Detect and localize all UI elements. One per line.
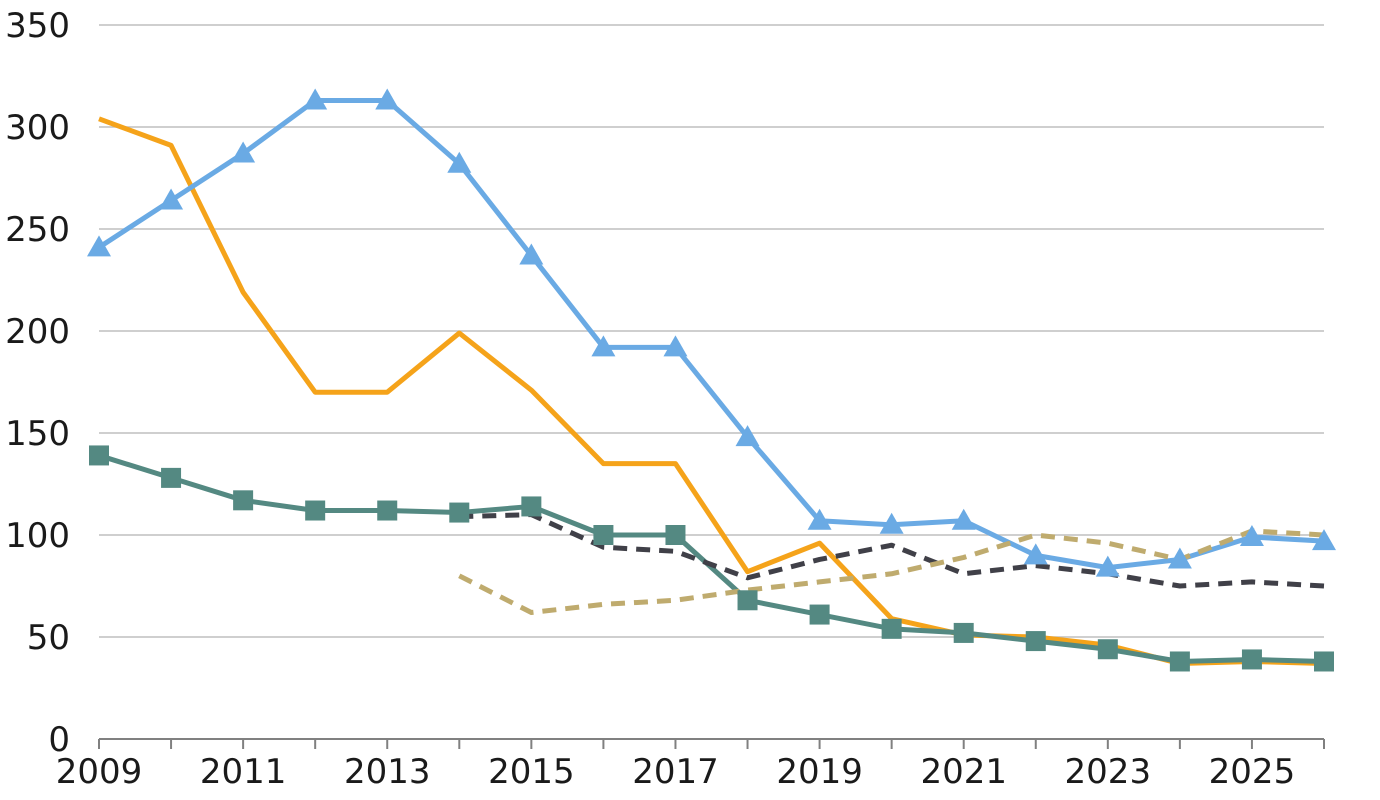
series-3-point-2010 bbox=[161, 467, 182, 488]
series-2-point-2024 bbox=[1167, 547, 1192, 569]
x-tick-label-2021: 2021 bbox=[920, 752, 1007, 792]
series-3-point-2018 bbox=[737, 590, 758, 611]
series-2-point-2017 bbox=[663, 335, 688, 357]
series-3-point-2026 bbox=[1314, 651, 1334, 672]
series-3-point-2012 bbox=[305, 500, 326, 521]
y-tick-label-100: 100 bbox=[5, 516, 70, 556]
series-3-point-2023 bbox=[1097, 639, 1118, 660]
x-tick-label-2009: 2009 bbox=[56, 752, 143, 792]
series-3-point-2017 bbox=[665, 525, 686, 545]
y-tick-label-250: 250 bbox=[5, 210, 70, 250]
y-tick-label-200: 200 bbox=[5, 312, 70, 352]
series-2-point-2012 bbox=[303, 88, 328, 110]
series-2-point-2016 bbox=[591, 335, 616, 357]
series-group bbox=[97, 97, 1325, 667]
series-3-point-2024 bbox=[1169, 651, 1190, 672]
series-3-point-2020 bbox=[881, 618, 902, 639]
series-3-point-2009 bbox=[89, 445, 109, 466]
series-2-point-2023 bbox=[1095, 555, 1120, 577]
gridlines bbox=[99, 24, 1324, 638]
y-tick-label-300: 300 bbox=[5, 108, 70, 148]
y-tick-label-0: 0 bbox=[48, 720, 70, 760]
series-3-point-2014 bbox=[449, 502, 470, 523]
axes bbox=[98, 738, 1325, 749]
series-2-point-2013 bbox=[375, 88, 400, 110]
series-3-point-2021 bbox=[953, 622, 974, 643]
series-3-point-2011 bbox=[233, 490, 254, 511]
y-tick-label-150: 150 bbox=[5, 414, 70, 454]
y-tick-label-350: 350 bbox=[5, 6, 70, 46]
series-1-line bbox=[98, 116, 1325, 667]
series-2-point-2015 bbox=[519, 243, 544, 265]
series-2-point-2011 bbox=[231, 141, 256, 163]
series-2-point-2009 bbox=[87, 235, 111, 257]
x-tick-label-2019: 2019 bbox=[776, 752, 863, 792]
series-2-point-2025 bbox=[1239, 525, 1264, 547]
series-3-point-2013 bbox=[377, 500, 398, 521]
series-4-line bbox=[459, 512, 1325, 589]
x-tick-label-2023: 2023 bbox=[1065, 752, 1152, 792]
series-3-point-2016 bbox=[593, 525, 614, 545]
x-tick-label-2025: 2025 bbox=[1209, 752, 1296, 792]
series-2-line bbox=[97, 97, 1325, 571]
series-3-line bbox=[98, 453, 1325, 664]
series-2-point-2010 bbox=[159, 188, 184, 210]
x-tick-label-2013: 2013 bbox=[344, 752, 431, 792]
series-2-point-2026 bbox=[1312, 529, 1336, 551]
series-3-point-2019 bbox=[809, 604, 830, 625]
series-2-point-2020 bbox=[879, 512, 904, 534]
series-2-point-2022 bbox=[1023, 543, 1048, 565]
tick-labels: 0 50 100 150 200 250 300 350 2009 2011 2013 2015 201… bbox=[5, 6, 1295, 792]
y-tick-label-50: 50 bbox=[27, 618, 70, 658]
x-tick-label-2015: 2015 bbox=[488, 752, 575, 792]
series-3-point-2022 bbox=[1025, 631, 1046, 652]
x-tick-label-2017: 2017 bbox=[632, 752, 719, 792]
series-3-point-2025 bbox=[1241, 649, 1262, 670]
series-2-point-2019 bbox=[807, 508, 832, 530]
series-2-point-2014 bbox=[447, 151, 472, 173]
series-2-point-2018 bbox=[735, 425, 760, 447]
x-tick-label-2011: 2011 bbox=[200, 752, 287, 792]
markers-group bbox=[87, 88, 1336, 672]
series-2-point-2021 bbox=[951, 508, 976, 530]
series-3-point-2015 bbox=[521, 496, 542, 517]
